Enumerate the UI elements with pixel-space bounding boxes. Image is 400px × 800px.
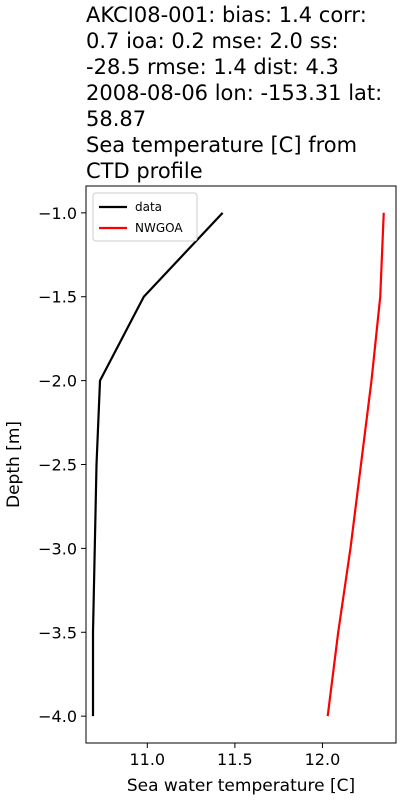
chart-title-line: Sea temperature [C] from bbox=[86, 133, 358, 157]
y-tick-label: −1.0 bbox=[38, 204, 77, 223]
chart-title-line: 58.87 bbox=[86, 107, 147, 131]
chart-title-line: CTD profile bbox=[86, 159, 203, 183]
x-axis-ticks: 11.0 11.5 12.0 bbox=[129, 743, 340, 769]
chart-title-line: 0.7 ioa: 0.2 mse: 2.0 ss: bbox=[86, 29, 339, 53]
y-tick-label: −2.5 bbox=[38, 456, 77, 475]
chart-title-line: AKCI08-001: bias: 1.4 corr: bbox=[86, 3, 367, 27]
y-axis-label: Depth [m] bbox=[4, 421, 24, 508]
plot-frame bbox=[85, 185, 397, 744]
y-axis-ticks: −1.0 −1.5 −2.0 −2.5 −3.0 −3.5 −4.0 bbox=[38, 204, 86, 726]
y-tick-label: −2.0 bbox=[38, 372, 77, 391]
y-tick-label: −4.0 bbox=[38, 707, 77, 726]
series-line-data bbox=[91, 212, 224, 717]
x-axis-label: Sea water temperature [C] bbox=[127, 776, 355, 796]
chart-title-line: 2008-08-06 lon: -153.31 lat: bbox=[86, 81, 383, 105]
x-tick-label: 12.0 bbox=[305, 750, 341, 769]
y-tick-label: −1.5 bbox=[38, 288, 77, 307]
legend-label: NWGOA bbox=[135, 221, 183, 235]
series-layer bbox=[91, 212, 385, 717]
chart-title: AKCI08-001: bias: 1.4 corr: 0.7 ioa: 0.2 … bbox=[86, 2, 398, 184]
series-line-nwgoa bbox=[326, 212, 385, 717]
y-tick-label: −3.0 bbox=[38, 539, 77, 558]
y-tick-label: −3.5 bbox=[38, 623, 77, 642]
chart-title-line: -28.5 rmse: 1.4 dist: 4.3 bbox=[86, 55, 339, 79]
x-tick-label: 11.0 bbox=[129, 750, 165, 769]
x-tick-label: 11.5 bbox=[217, 750, 253, 769]
legend: data NWGOA bbox=[92, 192, 198, 242]
legend-label: data bbox=[135, 200, 162, 214]
